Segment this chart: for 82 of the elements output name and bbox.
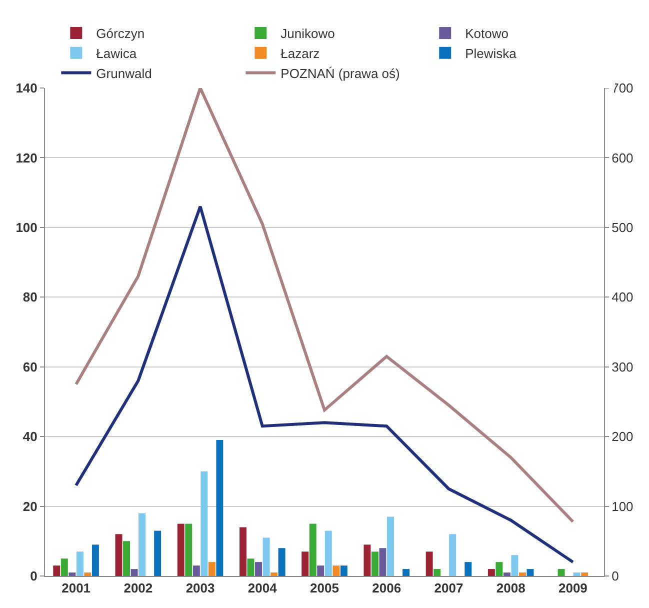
y-tick-label: 140 [16, 80, 38, 96]
bar [371, 552, 378, 576]
y2-tick-label: 500 [612, 220, 634, 235]
bar [68, 572, 76, 576]
y2-tick-label: 100 [612, 498, 634, 514]
bar [53, 566, 60, 576]
legend-label: Ławica [96, 46, 138, 61]
bar [60, 558, 68, 576]
line-series [74, 205, 574, 564]
x-tick-label: 2002 [124, 580, 153, 596]
legend-label: Kotowo [465, 26, 508, 42]
x-tick-label: 2007 [434, 580, 464, 596]
bar [130, 569, 138, 576]
bar [581, 572, 588, 576]
x-tick-label: 2008 [496, 580, 526, 596]
x-tick-label: 2004 [248, 580, 278, 596]
bar [192, 566, 200, 576]
bar [138, 513, 146, 576]
bar [185, 524, 192, 576]
bar [573, 572, 580, 576]
bar [76, 552, 84, 576]
x-tick-label: 2009 [558, 580, 588, 596]
y2-tick-label: 700 [612, 80, 634, 96]
bar [247, 558, 254, 576]
line-series [74, 88, 574, 524]
legend-label: Górczyn [96, 26, 145, 42]
bar [154, 530, 162, 576]
x-tick-label: 2005 [310, 580, 339, 596]
y2-tick-label: 0 [612, 568, 619, 584]
bar [302, 552, 309, 576]
bar [526, 569, 534, 576]
bar [92, 544, 99, 576]
bar [270, 572, 278, 576]
bar [324, 530, 332, 576]
bar [518, 572, 526, 576]
bar [239, 527, 246, 576]
bar [115, 534, 122, 576]
bar [208, 562, 216, 576]
bar [216, 440, 224, 576]
bar [379, 548, 386, 576]
bar [503, 572, 510, 576]
bar [309, 524, 316, 576]
x-tick-label: 2003 [186, 580, 215, 596]
y-tick-label: 120 [16, 150, 38, 166]
bar [402, 569, 410, 576]
bar [177, 524, 184, 576]
bar [496, 562, 503, 576]
y-tick-label: 20 [22, 498, 38, 514]
bar [84, 572, 92, 576]
x-tick-label: 2001 [62, 580, 91, 596]
bar [364, 544, 371, 576]
legend-label: Łazarz [280, 46, 320, 61]
y2-tick-label: 400 [612, 290, 634, 305]
legend-label: Grunwald [96, 66, 152, 81]
bar [449, 534, 456, 576]
y-tick-label: 0 [30, 568, 38, 584]
x-tick-label: 2006 [372, 580, 402, 596]
bar [200, 471, 208, 576]
bar [387, 516, 394, 576]
y-tick-label: 80 [22, 290, 38, 305]
bar [511, 555, 518, 576]
y2-tick-label: 600 [612, 150, 634, 166]
bar [340, 566, 348, 576]
bar [332, 566, 340, 576]
bar [255, 562, 262, 576]
bar [464, 562, 472, 576]
y2-tick-label: 200 [612, 429, 634, 444]
bar [558, 569, 565, 576]
bar [278, 548, 286, 576]
bar [434, 569, 441, 576]
y2-tick-label: 300 [612, 359, 634, 374]
y-tick-label: 40 [22, 429, 38, 444]
bar [317, 566, 324, 576]
legend-label: Plewiska [465, 46, 518, 61]
legend-label: Junikowo [280, 26, 335, 42]
y-tick-label: 100 [16, 220, 38, 235]
legend-label: POZNAŃ (prawa oś) [280, 66, 400, 81]
bar [488, 569, 495, 576]
bar [123, 541, 130, 576]
bar [426, 552, 433, 576]
y-tick-label: 60 [22, 359, 38, 374]
bar [262, 538, 270, 576]
